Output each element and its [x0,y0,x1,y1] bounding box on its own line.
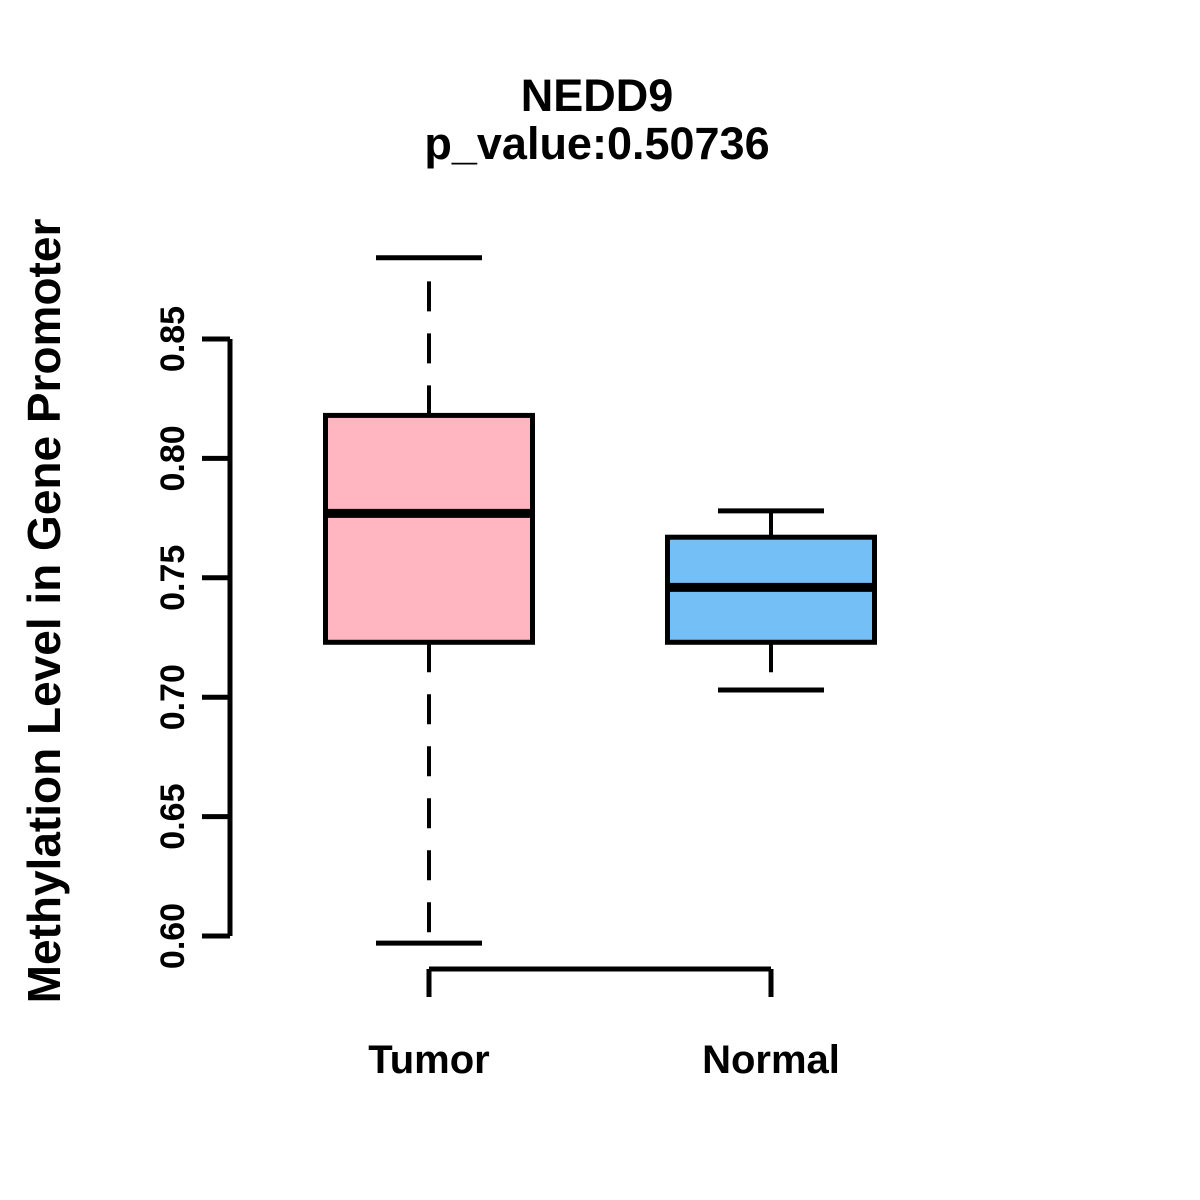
y-axis-tick-label: 0.85 [154,306,192,372]
y-axis-tick-label: 0.60 [154,903,192,969]
x-axis-category-label-tumor: Tumor [368,1038,489,1082]
y-axis-tick-label: 0.65 [154,784,192,850]
y-axis-tick-label: 0.70 [154,664,192,730]
box-tumor [323,412,535,645]
x-axis-category-label-normal: Normal [702,1038,840,1082]
y-axis-tick-label: 0.75 [154,545,192,611]
chart-title: NEDD9 [520,70,674,121]
y-axis-tick-label: 0.80 [154,425,192,491]
chart-subtitle-pvalue: p_value:0.50736 [424,118,770,169]
